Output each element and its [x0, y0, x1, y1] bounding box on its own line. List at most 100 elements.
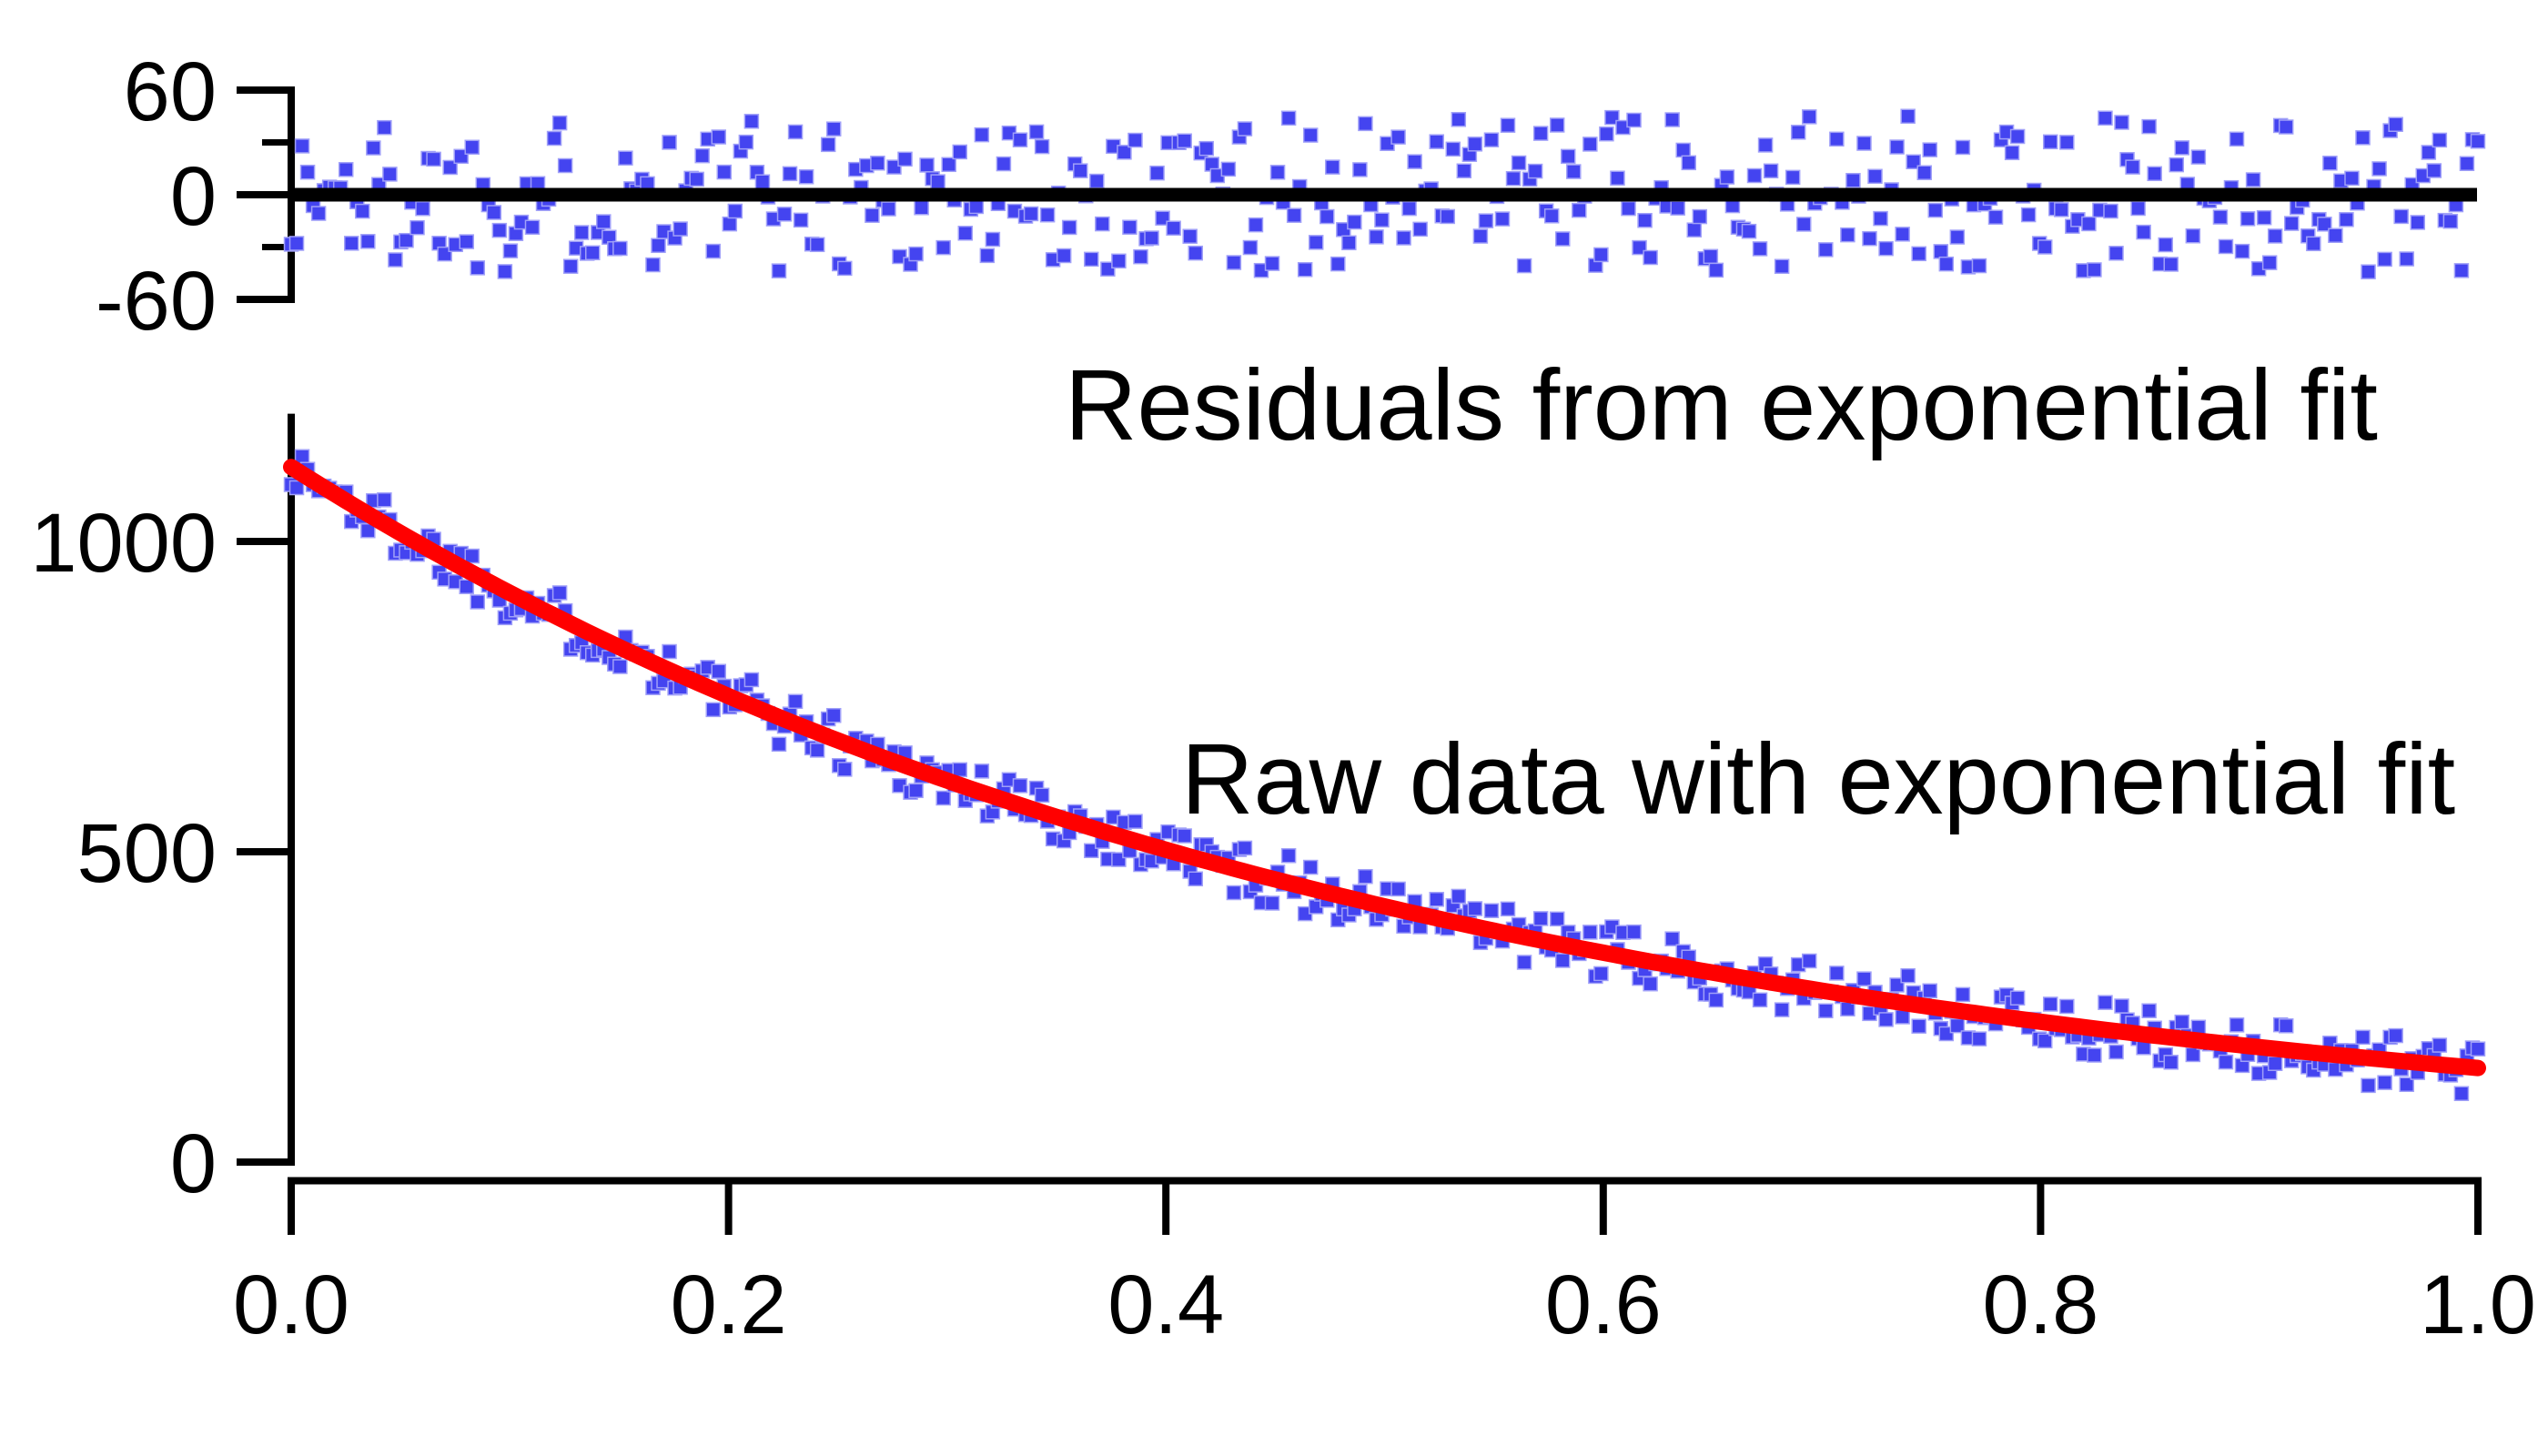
residual-point — [837, 260, 853, 277]
residual-point — [1916, 165, 1932, 180]
raw-data-point — [1280, 848, 1297, 864]
residual-point — [1494, 211, 1511, 227]
raw-data-point — [1237, 840, 1253, 856]
residual-point — [1829, 131, 1845, 147]
raw-data-point — [288, 480, 305, 496]
residual-point — [1505, 170, 1522, 187]
raw-data-point — [935, 790, 951, 806]
residual-point — [2261, 255, 2278, 270]
residual-point — [1955, 139, 1971, 156]
residual-point — [941, 157, 956, 173]
residual-point — [1374, 212, 1390, 228]
raw-data-point — [1818, 1003, 1834, 1019]
residual-point — [459, 234, 474, 249]
residual-point — [727, 203, 743, 219]
raw-data-point — [2087, 1047, 2102, 1063]
residual-point — [1686, 222, 1703, 238]
residual-point — [672, 221, 688, 237]
residual-point — [310, 206, 327, 221]
residual-point — [1516, 258, 1532, 274]
residual-point — [1933, 244, 1949, 259]
residual-point — [782, 166, 798, 182]
raw-data-point — [1664, 931, 1680, 946]
raw-data-point — [2361, 1077, 2376, 1094]
residual-point — [1741, 223, 1757, 239]
residual-point — [809, 237, 825, 253]
raw-data-point — [1188, 871, 1203, 887]
raw-data-point — [1955, 986, 1971, 1003]
raw-y-tick-label: 1000 — [30, 497, 217, 590]
residual-point — [1012, 132, 1028, 147]
residual-point — [426, 151, 441, 167]
residual-point — [2267, 228, 2283, 244]
residual-point — [502, 243, 519, 258]
residual-point — [2361, 264, 2376, 279]
residual-point — [399, 232, 414, 248]
residual-point — [437, 246, 452, 262]
residual-point — [1637, 212, 1653, 228]
residual-point — [930, 174, 945, 189]
raw-data-point — [1358, 868, 1373, 885]
residual-point — [1500, 117, 1516, 133]
raw-data-point — [2377, 1075, 2392, 1090]
residual-point — [1352, 162, 1368, 177]
residual-point — [820, 136, 836, 153]
residual-point — [1664, 112, 1680, 127]
residual-point — [2278, 119, 2294, 135]
residual-point — [486, 205, 502, 220]
residual-point — [1554, 231, 1571, 247]
raw-data-point — [1626, 924, 1642, 940]
raw-data-point — [1938, 1026, 1955, 1042]
raw-data-point — [1708, 992, 1724, 1008]
residual-point — [1182, 228, 1198, 244]
residual-point — [1840, 227, 1855, 243]
raw-data-point — [2174, 1014, 2190, 1030]
raw-data-point — [711, 663, 727, 680]
residual-point — [2432, 132, 2448, 148]
residual-point — [1177, 133, 1192, 149]
residual-point — [1341, 235, 1357, 251]
residual-point — [2081, 216, 2097, 232]
residual-point — [662, 135, 677, 150]
raw-data-point — [1829, 966, 1845, 981]
raw-data-point — [2098, 995, 2113, 1010]
residual-point — [1117, 145, 1132, 160]
residual-point — [1166, 220, 1181, 236]
residual-point — [1801, 109, 1817, 125]
residual-point — [1325, 159, 1340, 175]
residual-point — [2114, 115, 2129, 130]
raw-x-tick-label: 0.4 — [1107, 1259, 1224, 1351]
raw-data-point — [2229, 1017, 2245, 1033]
raw-y-tick-label: 500 — [77, 807, 217, 900]
residual-point — [1242, 239, 1259, 256]
residual-point — [711, 129, 727, 145]
residual-point — [2344, 170, 2360, 187]
raw-data-point — [551, 585, 568, 601]
residual-point — [957, 226, 974, 241]
raw-data-point — [974, 763, 990, 779]
residual-point — [1862, 230, 1877, 247]
raw-data-point — [1856, 971, 1872, 986]
residual-point — [1297, 262, 1313, 278]
residual-point — [2098, 110, 2113, 126]
residual-point — [1122, 219, 1138, 235]
residual-point — [881, 201, 896, 217]
residual-point — [2426, 163, 2442, 178]
raw-x-tick-label: 0.8 — [1982, 1259, 2098, 1351]
residual-point — [1483, 132, 1500, 147]
residual-point — [584, 245, 601, 261]
raw-data-point — [1878, 1012, 1894, 1027]
raw-data-panel: 1000 500 0 0.0 0.2 0.4 0.6 0.8 1.0 Raw data wit… — [30, 413, 2536, 1351]
residual-point — [645, 257, 661, 273]
residual-point — [1155, 210, 1170, 226]
raw-data-point — [1911, 1018, 1926, 1034]
residual-point — [908, 246, 924, 262]
residual-point — [1248, 217, 1264, 233]
residual-point — [2212, 209, 2229, 225]
residual-point — [1621, 200, 1636, 217]
raw-data-point — [705, 702, 721, 718]
residual-point — [2328, 228, 2343, 243]
residual-point — [897, 151, 913, 167]
residual-point — [1878, 240, 1894, 257]
raw-data-point — [837, 762, 853, 777]
